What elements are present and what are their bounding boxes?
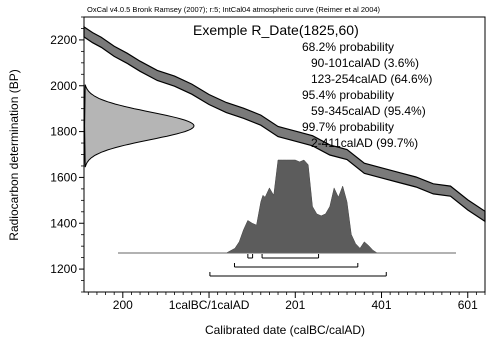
- prob-range-99-1: 2-411calAD (99.7%): [311, 136, 418, 150]
- y-tick-label: 2200: [50, 33, 77, 47]
- y-axis-label: Radiocarbon determination (BP): [7, 69, 21, 240]
- x-tick-label: 601: [458, 298, 478, 312]
- y-tick-label: 2000: [50, 79, 77, 93]
- prob-range-68-2: 123-254calAD (64.6%): [311, 72, 432, 86]
- prob-heading-95: 95.4% probability: [302, 88, 394, 102]
- chart-header: OxCal v4.0.5 Bronk Ramsey (2007); r:5; I…: [87, 5, 381, 14]
- prob-heading-68: 68.2% probability: [302, 40, 394, 54]
- range-bar-99-7-1: [209, 272, 387, 277]
- plot-area: 200 1calBC/1calAD 201 401 601 1200 1400 1600 18…: [50, 16, 486, 312]
- x-axis-label: Calibrated date (calBC/calAD): [205, 323, 365, 337]
- y-tick-label: 1600: [50, 170, 77, 184]
- range-bar-68-2-2: [261, 254, 320, 259]
- range-bar-95-4-1: [233, 263, 359, 268]
- chart-title: Exemple R_Date(1825,60): [193, 22, 359, 38]
- range-bar-68-2-1: [247, 254, 254, 259]
- prob-range-68-1: 90-101calAD (3.6%): [311, 56, 419, 70]
- measurement-distribution: [83, 84, 195, 168]
- calibration-curve: [83, 25, 486, 223]
- x-tick-label: 401: [372, 298, 392, 312]
- probability-legend: 68.2% probability 90-101calAD (3.6%) 123…: [302, 40, 432, 150]
- prob-range-95-1: 59-345calAD (95.4%): [311, 104, 426, 118]
- x-tick-label: 1calBC/1calAD: [169, 298, 250, 312]
- y-tick-label: 1200: [50, 262, 77, 276]
- calibrated-distribution: [226, 159, 379, 254]
- x-tick-label: 201: [285, 298, 305, 312]
- prob-heading-99: 99.7% probability: [302, 120, 394, 134]
- x-tick-label: 200: [113, 298, 133, 312]
- y-tick-label: 1400: [50, 216, 77, 230]
- y-tick-label: 1800: [50, 125, 77, 139]
